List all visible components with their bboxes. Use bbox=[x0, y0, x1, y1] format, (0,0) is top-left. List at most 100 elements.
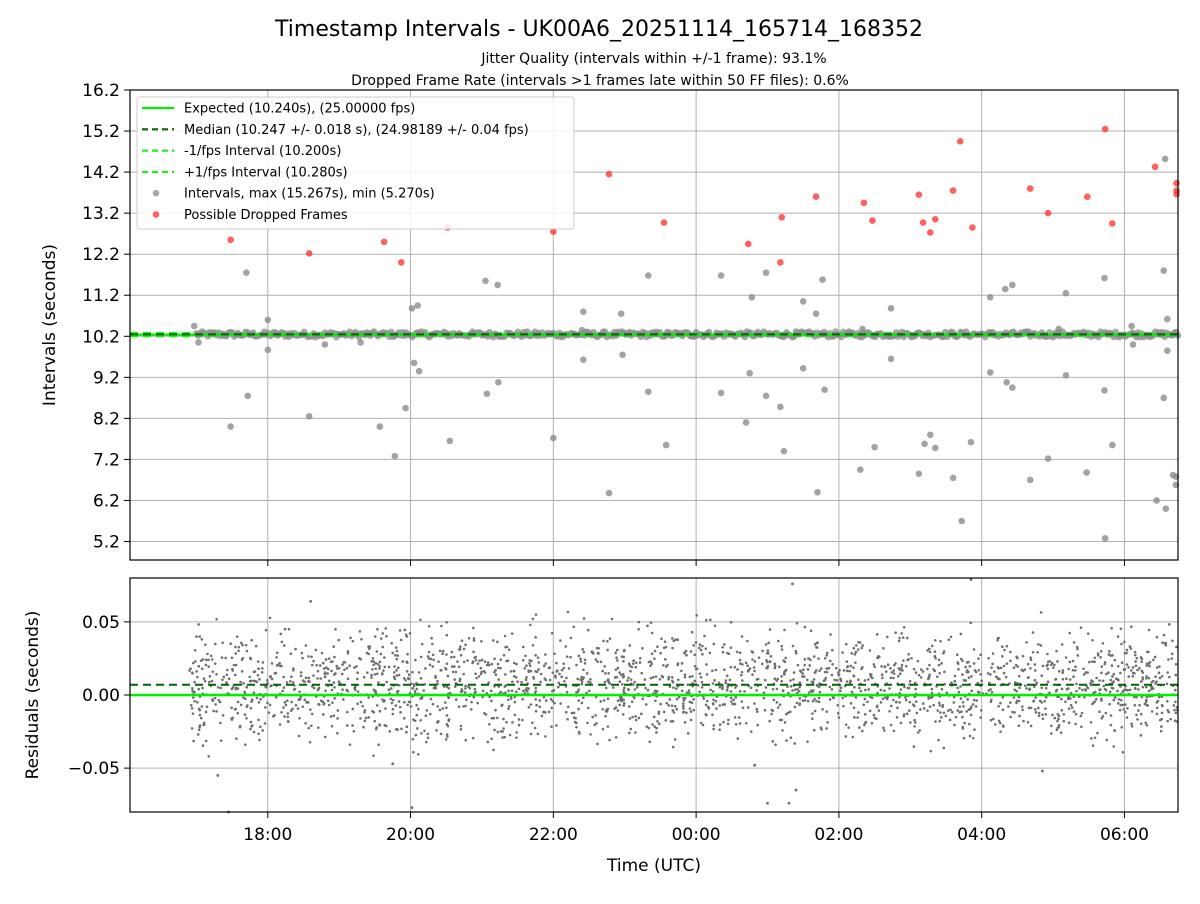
residual-point bbox=[793, 705, 797, 709]
residual-point bbox=[653, 725, 657, 728]
residual-point bbox=[622, 660, 625, 663]
residual-point bbox=[1148, 660, 1152, 664]
residual-point bbox=[770, 712, 773, 716]
residual-point bbox=[1121, 703, 1125, 707]
residual-point bbox=[205, 705, 209, 709]
residual-point bbox=[1130, 725, 1134, 728]
residual-point bbox=[1071, 668, 1075, 672]
residual-point bbox=[1039, 611, 1043, 614]
residual-point bbox=[516, 680, 519, 683]
residual-point bbox=[234, 707, 238, 711]
residual-point bbox=[1166, 708, 1169, 712]
residual-point bbox=[711, 702, 715, 705]
residual-point bbox=[1100, 716, 1104, 720]
residual-point bbox=[694, 667, 698, 671]
residual-point bbox=[394, 704, 398, 707]
residual-point bbox=[397, 683, 401, 687]
residual-point bbox=[917, 673, 921, 677]
residual-outlier bbox=[1040, 769, 1044, 773]
residual-point bbox=[664, 645, 668, 649]
residual-point bbox=[208, 680, 211, 684]
residual-point bbox=[406, 661, 409, 664]
residual-point bbox=[1137, 688, 1140, 691]
residual-point bbox=[1082, 667, 1085, 671]
residual-point bbox=[905, 636, 909, 640]
residual-point bbox=[439, 732, 443, 736]
residual-point bbox=[814, 669, 818, 672]
residual-point bbox=[1016, 665, 1020, 668]
residual-point bbox=[1144, 721, 1148, 725]
residual-point bbox=[870, 676, 874, 680]
residual-point bbox=[419, 677, 423, 680]
residual-point bbox=[202, 721, 206, 725]
residual-point bbox=[378, 724, 382, 727]
residual-point bbox=[729, 696, 733, 700]
residual-point bbox=[414, 658, 417, 662]
residual-point bbox=[1046, 652, 1049, 656]
residual-point bbox=[406, 703, 409, 707]
residual-point bbox=[700, 680, 704, 684]
residual-point bbox=[611, 686, 615, 689]
residual-point bbox=[464, 687, 467, 690]
residual-point bbox=[791, 689, 794, 692]
residual-point bbox=[286, 712, 290, 715]
residual-point bbox=[1091, 680, 1095, 683]
residual-point bbox=[880, 673, 884, 677]
residual-point bbox=[819, 726, 823, 730]
interval-point bbox=[967, 438, 975, 446]
residual-point bbox=[594, 714, 597, 717]
residual-point bbox=[322, 713, 325, 716]
chart-subtitle-jitter: Jitter Quality (intervals within +/-1 fr… bbox=[480, 51, 826, 67]
residual-point bbox=[787, 691, 790, 695]
residual-point bbox=[405, 725, 409, 729]
residual-point bbox=[1026, 662, 1030, 666]
residual-point bbox=[341, 663, 344, 666]
residual-point bbox=[937, 658, 941, 662]
residual-point bbox=[494, 708, 497, 712]
residual-point bbox=[1025, 687, 1028, 690]
residual-point bbox=[459, 724, 463, 728]
residual-point bbox=[241, 643, 244, 647]
residual-point bbox=[972, 698, 976, 702]
residual-point bbox=[888, 687, 891, 690]
top-axes-frame bbox=[129, 89, 1179, 561]
residual-point bbox=[604, 714, 607, 718]
residual-point bbox=[604, 672, 607, 675]
residual-point bbox=[1147, 689, 1151, 693]
residual-point bbox=[704, 703, 708, 707]
residual-point bbox=[1124, 710, 1127, 714]
residual-point bbox=[361, 704, 364, 708]
residual-point bbox=[566, 717, 569, 721]
residual-point bbox=[751, 658, 754, 661]
residual-point bbox=[752, 666, 756, 669]
residual-point bbox=[682, 710, 686, 714]
residual-point bbox=[503, 685, 507, 688]
residual-point bbox=[198, 724, 202, 727]
residual-point bbox=[1156, 699, 1160, 703]
residual-point bbox=[940, 662, 943, 665]
residual-point bbox=[431, 653, 435, 657]
residual-point bbox=[1168, 675, 1171, 679]
residual-point bbox=[534, 636, 537, 639]
residual-point bbox=[896, 706, 899, 710]
residual-point bbox=[812, 678, 816, 681]
residual-point bbox=[190, 706, 194, 710]
residual-point bbox=[265, 679, 269, 682]
residual-point bbox=[458, 679, 462, 683]
residual-point bbox=[553, 652, 556, 656]
residual-point bbox=[1064, 656, 1068, 659]
residual-point bbox=[586, 721, 589, 725]
residual-point bbox=[1165, 700, 1169, 703]
residual-point bbox=[738, 658, 742, 662]
residual-point bbox=[922, 707, 926, 710]
residual-point bbox=[1145, 723, 1149, 727]
residual-point bbox=[868, 649, 872, 652]
residual-point bbox=[667, 677, 670, 681]
residual-point bbox=[1110, 626, 1113, 630]
residual-point bbox=[903, 685, 906, 689]
residual-point bbox=[1145, 664, 1149, 667]
residual-point bbox=[426, 655, 430, 658]
residual-point bbox=[391, 651, 394, 655]
residual-point bbox=[480, 670, 483, 674]
residual-point bbox=[606, 725, 610, 728]
